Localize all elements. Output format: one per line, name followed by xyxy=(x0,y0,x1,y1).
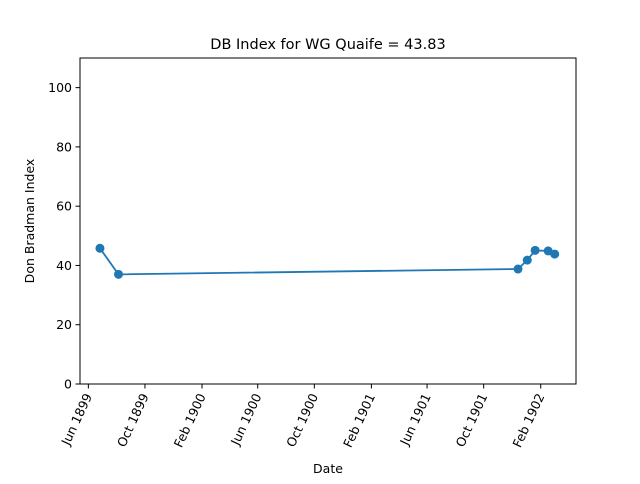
y-tick-label: 0 xyxy=(64,377,72,392)
y-tick-label: 80 xyxy=(56,139,72,154)
y-tick-label: 100 xyxy=(48,80,72,95)
y-tick-label: 20 xyxy=(56,317,72,332)
data-point xyxy=(513,264,523,274)
y-axis-label: Don Bradman Index xyxy=(22,159,37,284)
plot-area-frame xyxy=(79,57,577,385)
data-point xyxy=(530,245,540,255)
y-tick-label: 40 xyxy=(56,258,72,273)
series-layer xyxy=(95,243,560,279)
data-point xyxy=(95,243,105,253)
data-point xyxy=(550,249,560,259)
y-axis-ticks: 0 20 40 60 80 100 xyxy=(48,80,80,392)
data-point xyxy=(522,255,532,265)
y-tick-label: 60 xyxy=(56,199,72,214)
data-point xyxy=(114,269,124,279)
x-axis-label: Date xyxy=(313,461,343,476)
chart-title: DB Index for WG Quaife = 43.83 xyxy=(210,37,445,53)
